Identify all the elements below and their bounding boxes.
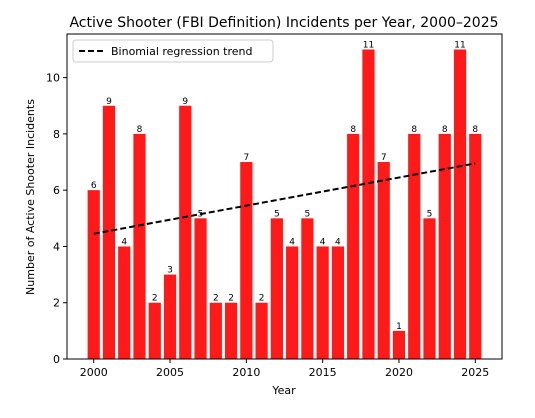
bar-value-label-2013: 4 (289, 237, 295, 247)
bar-2020 (392, 330, 406, 359)
bar-2025 (469, 133, 482, 359)
legend-trend-label: Binomial regression trend (111, 45, 252, 58)
x-tick-label-2010: 2010 (232, 366, 260, 379)
bar-2011 (255, 302, 268, 359)
bar-value-label-2004: 2 (152, 294, 158, 304)
bar-value-label-2019: 7 (381, 153, 387, 163)
legend: Binomial regression trend (72, 39, 274, 63)
trend-line (93, 162, 476, 235)
bar-2001 (102, 105, 116, 359)
bar-value-label-2022: 5 (427, 209, 433, 219)
bar-2023 (438, 133, 451, 359)
bar-2016 (331, 246, 345, 359)
bar-value-label-2015: 4 (320, 237, 326, 247)
bar-value-label-2008: 2 (213, 294, 219, 304)
y-tick-label-8: 8 (53, 128, 60, 141)
bar-value-label-2010: 7 (243, 153, 249, 163)
x-tick-label-2020: 2020 (385, 366, 413, 379)
bar-2015 (316, 246, 329, 359)
bar-value-label-2005: 3 (167, 266, 173, 276)
bar-value-label-2024: 11 (454, 40, 465, 50)
bar-value-label-2011: 2 (259, 294, 265, 304)
bar-2003 (133, 133, 146, 359)
x-tick-label-2000: 2000 (80, 366, 108, 379)
y-tick-label-6: 6 (53, 184, 60, 197)
x-axis: 2000 2005 2010 2015 2020 2025 (80, 359, 489, 379)
y-axis: 0 2 4 6 8 10 (46, 72, 67, 366)
x-tick-label-2025: 2025 (461, 366, 489, 379)
bar-2021 (408, 133, 421, 359)
bar-value-label-2023: 8 (442, 125, 448, 135)
bar-2008 (209, 302, 222, 359)
bar-2009 (224, 302, 238, 359)
bar-2014 (301, 218, 314, 359)
bar-value-label-2025: 8 (472, 125, 478, 135)
bar-value-label-2001: 9 (106, 97, 112, 107)
bar-value-label-2020: 1 (396, 322, 402, 332)
bar-2007 (194, 218, 207, 359)
bar-value-label-2021: 8 (411, 125, 417, 135)
bar-value-label-2017: 8 (350, 125, 356, 135)
y-axis-label: Number of Active Shooter Incidents (24, 99, 37, 295)
bar-value-label-2014: 5 (305, 209, 311, 219)
bar-2005 (163, 274, 177, 359)
bar-2012 (270, 218, 283, 359)
x-tick-label-2005: 2005 (156, 366, 184, 379)
bars (87, 49, 482, 359)
bar-2010 (240, 162, 253, 359)
bar-value-label-2002: 4 (121, 237, 127, 247)
bar-2002 (118, 246, 131, 359)
plot-area: 6948239522725454481171858118 (66, 33, 503, 360)
bar-2017 (347, 133, 360, 359)
x-axis-label: Year (271, 384, 296, 397)
bar-2018 (362, 49, 375, 359)
bar-value-label-2009: 2 (228, 294, 234, 304)
y-tick-label-4: 4 (53, 240, 60, 253)
trend-line-group (93, 162, 476, 235)
bar-2000 (87, 190, 100, 359)
bar-2019 (377, 162, 390, 359)
bar-value-label-2000: 6 (91, 181, 97, 191)
bar-value-label-2006: 9 (182, 97, 188, 107)
bar-2022 (423, 218, 436, 359)
chart-title: Active Shooter (FBI Definition) Incident… (69, 15, 498, 31)
bar-2004 (148, 302, 161, 359)
x-tick-label-2015: 2015 (309, 366, 337, 379)
bar-2024 (453, 49, 467, 359)
bar-value-label-2012: 5 (274, 209, 280, 219)
y-tick-label-2: 2 (53, 297, 60, 310)
bar-value-label-2016: 4 (335, 237, 341, 247)
bar-value-label-2018: 11 (363, 40, 374, 50)
bar-2013 (286, 246, 299, 359)
bar-labels: 6948239522725454481171858118 (91, 40, 479, 331)
plot-frame (66, 33, 503, 360)
y-tick-label-0: 0 (53, 353, 60, 366)
legend-box (72, 39, 274, 63)
bar-2006 (179, 105, 192, 359)
bar-value-label-2003: 8 (137, 125, 143, 135)
y-tick-label-10: 10 (46, 72, 60, 85)
